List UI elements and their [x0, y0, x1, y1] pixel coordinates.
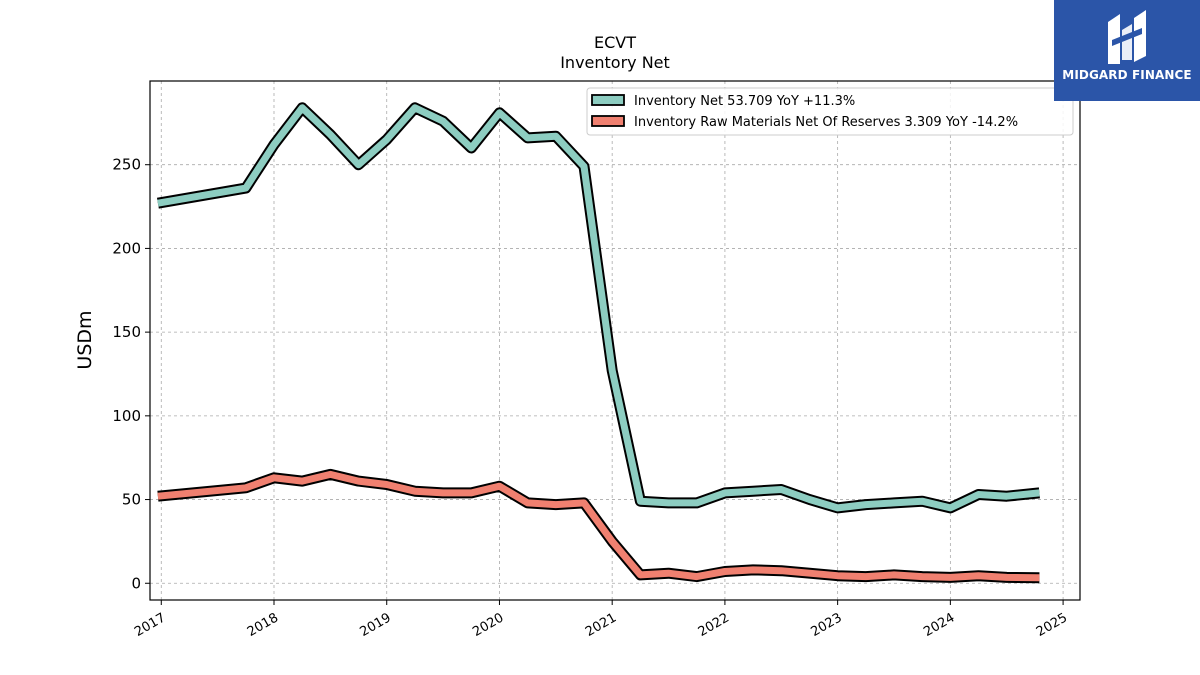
y-axis-label: USDm: [74, 310, 96, 369]
y-tick-label: 100: [112, 407, 141, 425]
legend-label: Inventory Net 53.709 YoY +11.3%: [634, 94, 855, 109]
y-tick-label: 250: [112, 156, 141, 174]
x-tick-label: 2019: [358, 610, 394, 640]
x-tick-label: 2025: [1034, 610, 1070, 640]
chart-subtitle: Inventory Net: [560, 53, 670, 72]
chart-title: ECVT: [594, 33, 636, 52]
x-axis: 2017 2018 2019 2020 2021 2022 2023 2024 2025: [132, 600, 1070, 640]
x-tick-label: 2017: [132, 610, 168, 640]
logo-text: MIDGARD FINANCE: [1062, 68, 1192, 82]
x-tick-label: 2023: [808, 610, 844, 640]
y-axis: 0 50 100 150 200 250: [112, 156, 150, 592]
x-tick-label: 2021: [583, 610, 619, 640]
series-line: [157, 104, 1040, 512]
legend-swatch: [591, 115, 625, 127]
series-line: [157, 470, 1040, 582]
plot-frame: [149, 80, 1081, 601]
logo-mark-icon: [1108, 10, 1146, 64]
grid: [150, 81, 1080, 600]
x-tick-label: 2020: [470, 610, 506, 640]
series-layer: [156, 102, 1040, 584]
y-tick-label: 150: [112, 323, 141, 341]
legend-swatch: [591, 94, 625, 106]
legend-label: Inventory Raw Materials Net Of Reserves …: [634, 115, 1018, 130]
legend-box: [586, 87, 1074, 136]
x-tick-label: 2018: [245, 610, 281, 640]
y-tick-label: 50: [122, 491, 141, 509]
y-tick-label: 200: [112, 239, 141, 257]
x-tick-label: 2024: [921, 610, 957, 640]
x-tick-label: 2022: [696, 610, 732, 640]
midgard-finance-logo: MIDGARD FINANCE: [1054, 0, 1200, 101]
legend: Inventory Net 53.709 YoY +11.3% Inventory…: [586, 87, 1074, 136]
y-tick-label: 0: [131, 574, 141, 592]
series-line-outline: [156, 102, 1040, 514]
